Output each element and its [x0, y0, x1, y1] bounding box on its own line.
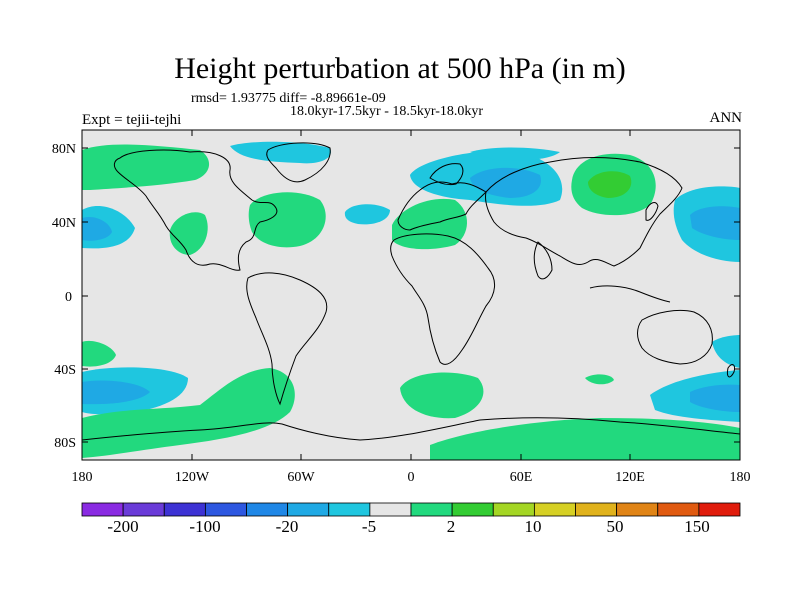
colorbar-label-150: 150 — [684, 517, 710, 536]
colorbar-box-0 — [81, 502, 124, 517]
lon-label-120w: 120W — [175, 470, 210, 485]
coastline-south-america — [246, 272, 328, 406]
axis-ticks — [81, 130, 741, 460]
field-positive-north-america-west — [169, 212, 208, 255]
field-negative-north-pacific-east-core — [690, 206, 740, 240]
lon-label-120e: 120E — [615, 470, 645, 485]
lat-label-40s: 40S — [54, 363, 76, 378]
field-positive-southern-ocean-west — [82, 368, 295, 458]
field-positive-south-indian-small — [585, 374, 614, 385]
colorbar-box-10 — [492, 502, 535, 517]
colorbar-box-13 — [616, 502, 659, 517]
coastline-japan — [645, 202, 659, 221]
coastline-north-america — [113, 149, 278, 271]
season-label: ANN — [709, 110, 743, 126]
colorbar-box-4 — [246, 502, 289, 517]
colorbar-label-10: 10 — [525, 517, 542, 536]
field-positive-north-atlantic — [248, 192, 326, 248]
colorbar-box-7 — [369, 502, 412, 517]
lon-label-180e: 180 — [730, 470, 751, 485]
colorbar-label-neg5: -5 — [362, 517, 376, 536]
colorbar-label-neg100: -100 — [189, 517, 220, 536]
coastlines — [82, 142, 740, 441]
coastline-scandinavia — [429, 163, 464, 186]
lat-label-80n: 80N — [52, 142, 76, 157]
stats-line: rmsd= 1.93775 diff= -8.89661e-09 — [191, 91, 386, 106]
field-negative-north-pacific-west-core — [82, 216, 112, 241]
field-positive-south-atlantic — [400, 372, 484, 419]
colorbar-box-14 — [657, 502, 700, 517]
colorbar-label-neg200: -200 — [107, 517, 138, 536]
lon-label-0: 0 — [408, 470, 415, 485]
coastline-africa — [390, 233, 495, 365]
coastline-new-zealand — [727, 364, 735, 378]
colorbar-box-5 — [287, 502, 330, 517]
colorbar-box-1 — [122, 502, 165, 517]
field-negative-tasman — [712, 335, 740, 368]
figure-title: Height perturbation at 500 hPa (in m) — [174, 52, 626, 85]
field-positive-southern-ocean-east — [430, 418, 740, 460]
coastline-antarctica — [82, 417, 740, 441]
lon-label-180w: 180 — [72, 470, 93, 485]
coastline-greenland — [266, 142, 331, 183]
field-positive-drake — [260, 394, 288, 408]
field-negative-mid-atlantic — [344, 204, 390, 225]
lon-label-60w: 60W — [287, 470, 315, 485]
colorbar-label-2: 2 — [447, 517, 456, 536]
field-positive-siberia-core — [588, 171, 632, 198]
experiment-label: Expt = tejii-tejhi — [82, 112, 182, 128]
lat-label-40n: 40N — [52, 216, 76, 231]
field-positive-south-pacific-west — [82, 340, 116, 367]
coastline-asia — [485, 157, 683, 267]
colorbar — [81, 502, 741, 517]
colorbar-label-neg20: -20 — [276, 517, 299, 536]
field-negative-south-pacific-core — [82, 380, 150, 405]
period-line: 18.0kyr-17.5kyr - 18.5kyr-18.0kyr — [290, 104, 484, 119]
lat-label-80s: 80S — [54, 436, 76, 451]
colorbar-box-11 — [533, 502, 576, 517]
lon-label-60e: 60E — [510, 470, 533, 485]
colorbar-box-9 — [451, 502, 494, 517]
colorbar-box-6 — [328, 502, 371, 517]
coastline-india — [533, 241, 553, 280]
field-positive-north-pacific — [82, 144, 210, 190]
colorbar-box-15 — [698, 502, 741, 517]
coastline-australia — [637, 309, 713, 365]
field-negative-arctic-strip — [470, 147, 560, 161]
coastline-indonesia — [589, 285, 671, 303]
colorbar-box-8 — [410, 502, 453, 517]
field-negative-south-indian-east-core — [690, 384, 740, 412]
coastline-europe — [397, 181, 487, 231]
colorbar-box-12 — [575, 502, 618, 517]
lat-label-0: 0 — [65, 290, 72, 305]
field-negative-greenland — [230, 141, 331, 164]
colorbar-box-2 — [163, 502, 206, 517]
colorbar-box-3 — [204, 502, 247, 517]
colorbar-label-50: 50 — [607, 517, 624, 536]
